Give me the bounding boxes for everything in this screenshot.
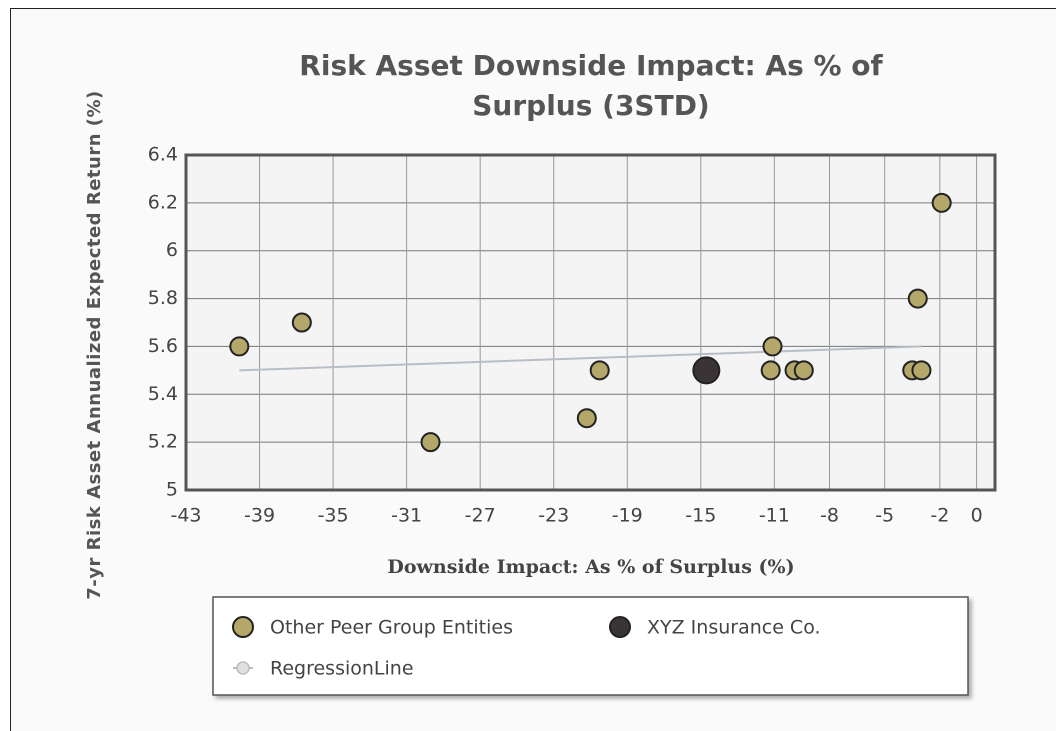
point: [229, 336, 250, 357]
legend-marker: [232, 616, 254, 638]
y-tick-label: 6.2: [148, 191, 178, 213]
point: [291, 312, 312, 333]
x-axis-title: Downside Impact: As % of Surplus (%): [387, 556, 795, 578]
point: [911, 360, 932, 381]
legend-label: XYZ Insurance Co.: [647, 617, 821, 639]
x-tick-label: 0: [971, 505, 983, 527]
point: [420, 432, 441, 453]
point: [931, 192, 952, 213]
y-tick-label: 6: [166, 239, 178, 261]
plot-border: [184, 153, 997, 492]
y-tick-label: 5.6: [148, 335, 178, 357]
y-tick-label: 5.2: [148, 431, 178, 453]
legend-label: RegressionLine: [270, 658, 414, 680]
point: [692, 356, 721, 385]
x-tick-label: -5: [875, 505, 894, 527]
plot-area: [186, 155, 995, 490]
x-tick-label: -11: [759, 505, 790, 527]
point: [576, 408, 597, 429]
point: [907, 288, 928, 309]
x-tick-label: -23: [538, 505, 569, 527]
x-tick-label: -35: [318, 505, 349, 527]
chart-title: Risk Asset Downside Impact: As % of Surp…: [299, 49, 883, 122]
point: [589, 360, 610, 381]
point: [762, 336, 783, 357]
legend: [212, 596, 969, 696]
legend-marker: [609, 616, 631, 638]
point: [793, 360, 814, 381]
x-tick-label: -43: [170, 505, 201, 527]
x-tick-label: -39: [244, 505, 275, 527]
regression-line: [239, 345, 922, 372]
y-axis-title: 7-yr Risk Asset Annualized Expected Retu…: [84, 90, 105, 600]
legend-marker: [236, 661, 250, 675]
x-tick-label: -15: [685, 505, 716, 527]
legend-label: Other Peer Group Entities: [270, 617, 513, 639]
y-tick-label: 5: [166, 479, 178, 501]
y-tick-label: 5.4: [148, 383, 178, 405]
x-tick-label: -27: [465, 505, 496, 527]
y-tick-label: 5.8: [148, 287, 178, 309]
x-tick-label: -8: [820, 505, 839, 527]
x-tick-label: -19: [612, 505, 643, 527]
point: [760, 360, 781, 381]
x-tick-label: -31: [391, 505, 422, 527]
x-tick-label: -2: [930, 505, 949, 527]
y-tick-label: 6.4: [148, 144, 178, 166]
